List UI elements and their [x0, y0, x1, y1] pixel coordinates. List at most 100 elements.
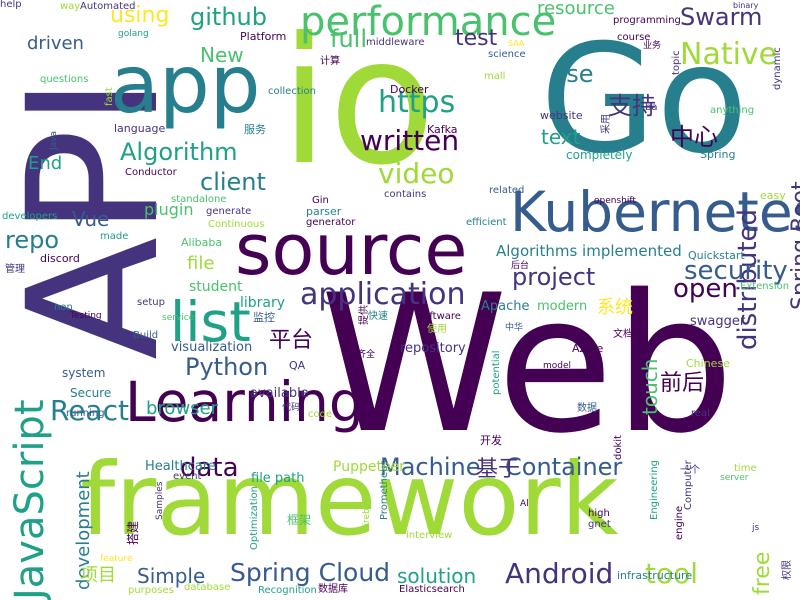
cloud-word: repository — [400, 341, 466, 356]
cloud-word: fast — [104, 87, 115, 106]
cloud-word: Conductor — [125, 167, 177, 178]
cloud-word: free — [750, 551, 775, 595]
cloud-word: Algorithm — [120, 138, 238, 166]
cloud-word: Container — [505, 453, 623, 481]
cloud-word: list — [170, 290, 251, 354]
cloud-word: Firebase — [362, 492, 372, 530]
cloud-word: solution — [397, 564, 477, 588]
cloud-word: 权限 — [782, 560, 793, 580]
cloud-word: Build — [133, 330, 159, 341]
cloud-word: Samples — [155, 481, 165, 520]
cloud-word: github — [190, 3, 267, 31]
cloud-word: collection — [268, 86, 316, 97]
cloud-word: Azure — [572, 342, 604, 355]
cloud-word: student — [189, 279, 243, 295]
cloud-word: Chinese — [686, 357, 730, 370]
cloud-word: visualization — [171, 340, 253, 355]
cloud-word: 平台 — [269, 328, 314, 353]
cloud-word: browser — [146, 398, 219, 419]
cloud-word: touch — [638, 358, 662, 415]
cloud-word: using — [110, 3, 170, 28]
cloud-word: Algorithms implemented — [496, 242, 682, 260]
cloud-word: purposes — [128, 585, 174, 596]
cloud-word: React — [50, 394, 129, 427]
cloud-word: Elasticsearch — [399, 584, 465, 595]
cloud-word: written — [360, 124, 460, 157]
cloud-word: golang — [118, 29, 149, 39]
cloud-word: language — [114, 122, 166, 135]
cloud-word: QA — [289, 359, 306, 372]
cloud-word: repo — [5, 226, 60, 254]
cloud-word: 业务 — [643, 41, 662, 51]
cloud-word: ba — [645, 102, 658, 113]
cloud-word: questions — [40, 74, 89, 85]
cloud-word: Spring Cloud — [230, 558, 391, 587]
cloud-word: open — [673, 274, 738, 304]
cloud-word: swagger — [690, 314, 746, 329]
cloud-word: 计算 — [320, 56, 340, 67]
cloud-word: New — [200, 43, 244, 67]
cloud-word: discord — [40, 252, 80, 265]
cloud-word: Swarm — [680, 3, 763, 31]
cloud-word: openshift — [594, 196, 636, 206]
cloud-word: Web — [320, 254, 735, 475]
cloud-word: programming — [613, 15, 681, 26]
cloud-word: SAA — [508, 39, 525, 48]
cloud-word: library — [240, 295, 286, 311]
cloud-word: server — [720, 473, 749, 483]
cloud-word: generator — [306, 217, 356, 228]
cloud-word: 采用 — [601, 114, 612, 134]
cloud-word: Recognition — [258, 585, 317, 596]
cloud-word: dokit — [613, 435, 624, 460]
cloud-word: app — [110, 38, 261, 131]
cloud-word: 齐全 — [357, 350, 376, 360]
cloud-word: 数据库 — [318, 584, 348, 595]
cloud-word: file path — [251, 471, 305, 486]
cloud-word: Al — [520, 499, 529, 509]
cloud-word: 前后 — [660, 371, 705, 396]
cloud-word: resource — [537, 0, 615, 19]
cloud-word: mall — [484, 71, 506, 82]
cloud-word: Spring Boot — [788, 181, 800, 310]
cloud-word: 系统 — [597, 297, 633, 318]
cloud-word: Puppeteer — [333, 459, 405, 475]
cloud-word: Computer — [683, 460, 694, 510]
cloud-word: topic — [671, 50, 682, 75]
cloud-word: source — [235, 209, 468, 291]
cloud-word: plugin — [144, 200, 194, 219]
cloud-word: 基于 — [476, 457, 521, 482]
cloud-word: made — [100, 231, 129, 242]
cloud-word: real — [691, 408, 710, 419]
cloud-word: help — [0, 0, 22, 10]
cloud-word: potential — [491, 350, 502, 395]
cloud-word: Alibaba — [181, 236, 223, 249]
cloud-word: file — [187, 253, 215, 274]
cloud-word: Python — [185, 353, 269, 381]
cloud-word: science — [488, 49, 526, 60]
cloud-word: Healthcare — [145, 459, 216, 474]
cloud-word: time — [734, 463, 757, 474]
cloud-word: Prometheus — [379, 460, 390, 520]
cloud-word: Machine — [380, 453, 481, 481]
cloud-word: Kubernetes — [510, 180, 800, 244]
cloud-word: 后台 — [511, 261, 530, 271]
cloud-word: 使用 — [427, 324, 447, 335]
cloud-word: 数据 — [577, 403, 597, 414]
cloud-word: running — [66, 408, 105, 419]
cloud-word: Apache — [481, 299, 530, 314]
cloud-word: Simple — [137, 564, 206, 588]
cloud-word: anything — [710, 105, 755, 116]
cloud-word: Native — [680, 37, 778, 72]
cloud-word: Docker — [390, 83, 429, 96]
cloud-word: io — [280, 1, 436, 204]
cloud-word: use — [551, 60, 594, 88]
cloud-word: interview — [406, 530, 453, 541]
cloud-word: Engineering — [649, 460, 660, 520]
cloud-word: generate — [206, 206, 252, 217]
cloud-word: Optimization — [249, 486, 260, 550]
cloud-word: 代码 — [282, 403, 301, 413]
cloud-word: completely — [566, 148, 633, 162]
cloud-word: application — [300, 277, 466, 312]
cloud-word: middleware — [366, 37, 425, 48]
cloud-word: client — [200, 168, 266, 196]
